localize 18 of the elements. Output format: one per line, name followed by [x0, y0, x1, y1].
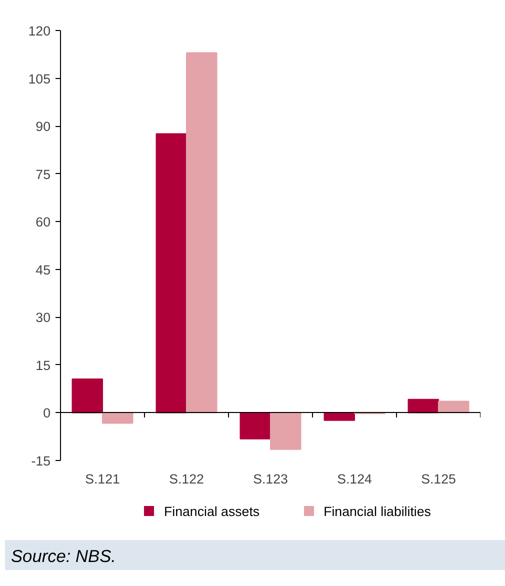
legend-label: Financial assets [163, 503, 260, 521]
legend-label: Financial liabilities [322, 503, 431, 521]
y-tick-label: 45 [36, 262, 51, 278]
x-tick-label: S.123 [253, 472, 288, 486]
y-tick-label: 105 [28, 71, 51, 86]
y-tick-label: 75 [36, 166, 51, 182]
y-tick-label: 0 [43, 406, 51, 421]
source-note: Source: NBS. [11, 545, 116, 568]
x-tick-label: S.125 [421, 472, 456, 486]
y-tick-label: 120 [28, 24, 51, 38]
x-tick-label: S.122 [169, 472, 204, 486]
y-tick-label: 15 [36, 358, 51, 373]
y-tick-label: 60 [36, 214, 51, 230]
x-tick-label: S.121 [85, 472, 120, 486]
x-tick-label: S.124 [337, 472, 373, 486]
y-tick-label: -15 [31, 454, 50, 468]
y-tick-label: 30 [36, 310, 51, 326]
y-tick-label: 90 [36, 119, 51, 134]
